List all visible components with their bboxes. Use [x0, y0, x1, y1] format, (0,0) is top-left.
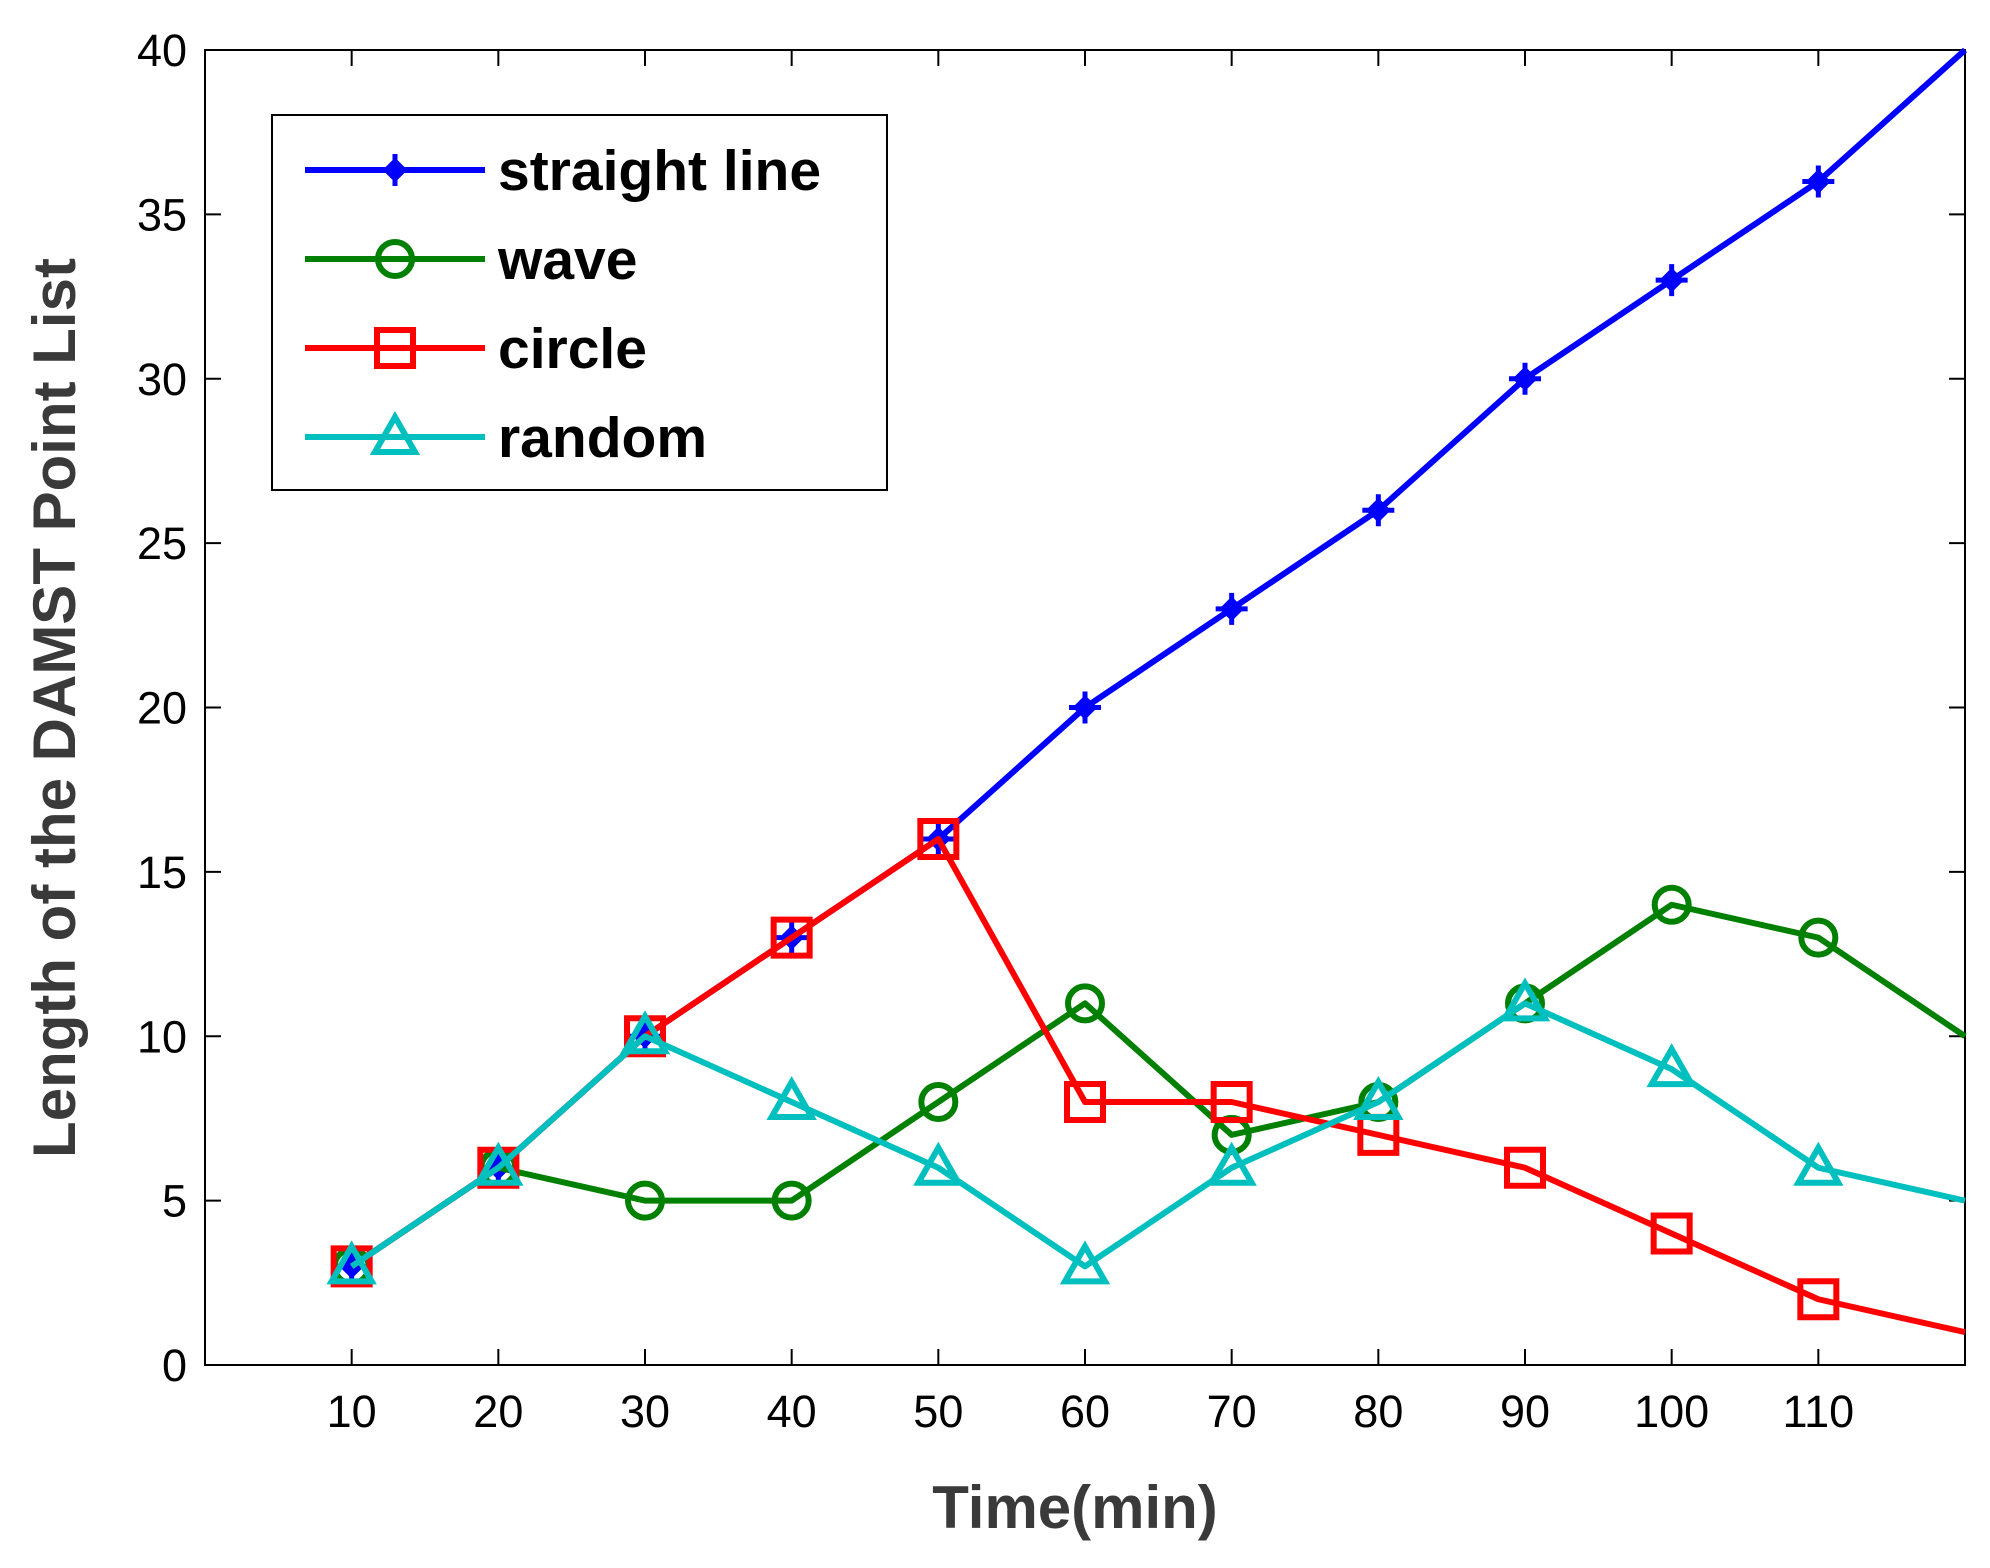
data-point-straight-line — [1509, 362, 1541, 395]
legend-marker-wave — [375, 239, 415, 279]
data-point-straight-line — [1215, 592, 1248, 625]
legend-marker-circle — [374, 327, 416, 369]
x-tick-label: 10 — [327, 1386, 377, 1437]
data-point-wave — [1798, 917, 1839, 958]
legend-label-wave: wave — [497, 228, 637, 292]
y-tick-label: 0 — [162, 1340, 187, 1391]
data-point-random — [1793, 1141, 1844, 1186]
series-circle — [330, 818, 1966, 1336]
legend-box — [271, 114, 888, 491]
data-point-circle — [917, 818, 960, 860]
y-tick-label: 15 — [137, 847, 187, 898]
legend: straight line wave circle random — [271, 114, 888, 491]
data-point-random — [1206, 1141, 1257, 1186]
legend-item-circle: circle — [305, 317, 647, 381]
legend-label-random: random — [498, 406, 707, 470]
legend-label-straight-line: straight line — [498, 139, 821, 203]
legend-label-circle: circle — [498, 317, 647, 381]
series-wave — [331, 884, 1967, 1287]
data-point-straight-line — [1802, 165, 1835, 198]
data-point-circle — [1650, 1212, 1693, 1255]
data-point-wave — [1065, 983, 1105, 1024]
data-point-wave — [771, 1180, 812, 1221]
series-random — [326, 977, 1966, 1285]
x-axis-title: Time(min) — [932, 1474, 1218, 1541]
data-point-random — [619, 1010, 671, 1055]
x-tick-label: 110 — [1782, 1386, 1854, 1437]
series-line-wave — [349, 901, 1967, 1269]
x-tick-label: 30 — [620, 1386, 670, 1437]
data-point-random — [1353, 1075, 1404, 1120]
data-point-random — [1646, 1043, 1697, 1088]
data-point-wave — [625, 1180, 665, 1221]
legend-marker-straight-line — [379, 154, 411, 186]
series-line-random — [349, 1000, 1966, 1270]
x-tick-label: 20 — [473, 1386, 523, 1437]
x-tick-label: 70 — [1207, 1386, 1257, 1437]
x-tick-label: 90 — [1500, 1386, 1550, 1437]
x-axis: 10 20 30 40 50 60 70 80 90 100 110 — [327, 50, 1854, 1437]
data-point-circle — [770, 916, 813, 959]
y-axis-title: Length of the DAMST Point List — [21, 258, 88, 1158]
y-tick-label: 20 — [137, 683, 187, 734]
series-layer — [326, 47, 1968, 1336]
data-point-circle — [1064, 1081, 1106, 1123]
legend-item-wave: wave — [305, 228, 637, 292]
data-point-random — [766, 1075, 817, 1120]
data-point-random — [326, 1240, 377, 1285]
data-point-straight-line — [1362, 494, 1395, 527]
y-axis: 0 5 10 15 20 25 30 35 40 — [137, 25, 1965, 1391]
data-point-straight-line — [1655, 264, 1688, 297]
x-tick-label: 100 — [1634, 1386, 1709, 1437]
x-tick-label: 40 — [767, 1386, 817, 1437]
data-point-wave — [918, 1082, 959, 1122]
y-tick-label: 25 — [137, 518, 187, 569]
data-point-straight-line — [1069, 691, 1101, 724]
legend-item-random: random — [305, 406, 707, 470]
x-tick-label: 50 — [913, 1386, 963, 1437]
data-point-random — [473, 1141, 524, 1186]
data-point-random — [1499, 977, 1551, 1022]
y-tick-label: 30 — [137, 354, 187, 405]
y-tick-label: 35 — [137, 189, 187, 240]
data-point-circle — [1210, 1081, 1253, 1123]
data-point-random — [913, 1141, 964, 1186]
x-tick-label: 60 — [1060, 1386, 1110, 1437]
data-point-random — [1059, 1240, 1111, 1285]
legend-marker-random — [369, 410, 421, 455]
data-point-circle — [1797, 1278, 1840, 1321]
y-tick-label: 5 — [162, 1176, 187, 1227]
y-tick-label: 10 — [137, 1011, 187, 1062]
x-tick-label: 80 — [1353, 1386, 1403, 1437]
data-point-wave — [1651, 884, 1692, 925]
legend-item-straight-line: straight line — [305, 139, 821, 203]
y-tick-label: 40 — [137, 25, 187, 76]
data-point-circle — [1504, 1146, 1546, 1189]
